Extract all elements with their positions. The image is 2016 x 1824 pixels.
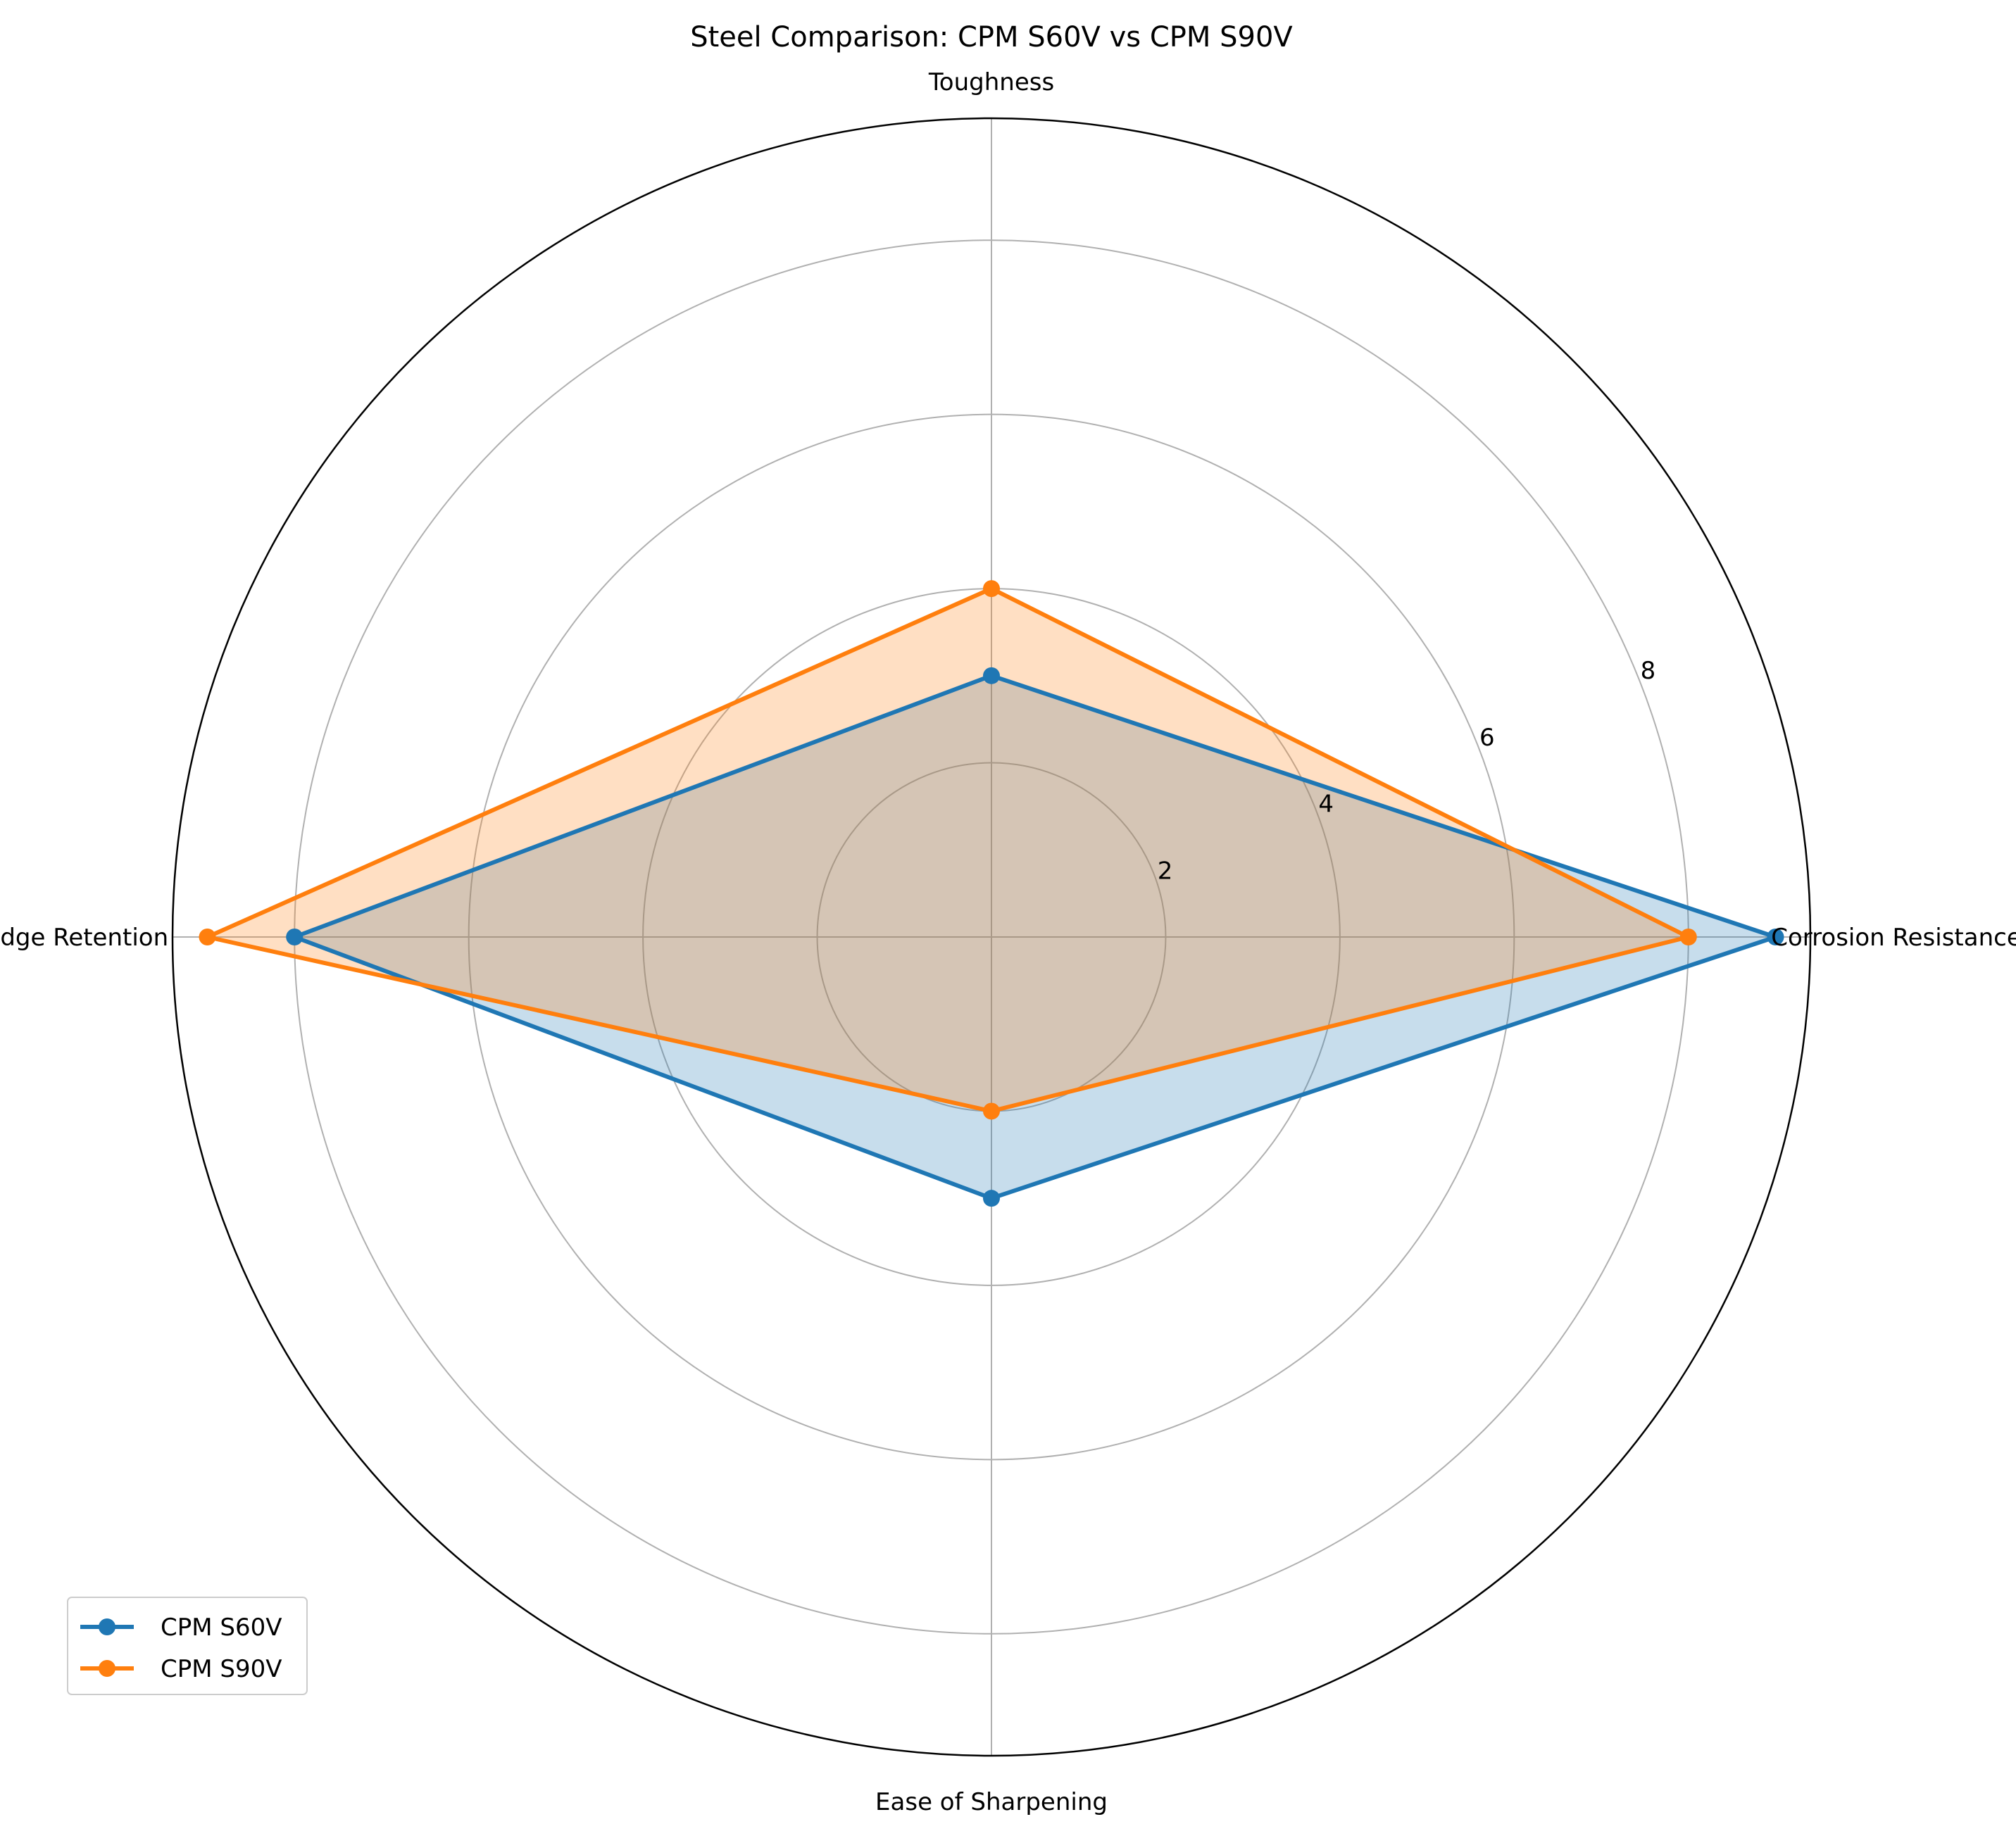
category-label-0: Corrosion Resistance xyxy=(1771,924,2016,952)
data-point-s1-0 xyxy=(1679,929,1697,945)
data-point-s0-1 xyxy=(983,667,1000,684)
data-point-s0-0 xyxy=(1767,929,1784,945)
legend: CPM S60V CPM S90V xyxy=(67,1597,308,1695)
data-point-s1-3 xyxy=(983,1102,1000,1120)
legend-marker-s60v xyxy=(99,1618,115,1635)
legend-label-s60v: CPM S60V xyxy=(161,1614,282,1642)
legend-label-s90v: CPM S90V xyxy=(161,1655,282,1683)
r-tick-label-2: 2 xyxy=(1158,857,1173,885)
category-label-2: Edge Retention xyxy=(0,924,168,952)
outer-frame xyxy=(171,117,1812,1757)
legend-marker-s90v xyxy=(99,1660,115,1677)
r-tick-label-4: 4 xyxy=(1318,791,1334,819)
data-point-s0-3 xyxy=(983,1190,1000,1207)
data-point-s0-2 xyxy=(286,929,303,945)
chart-title: Steel Comparison: CPM S60V vs CPM S90V xyxy=(690,21,1293,54)
series-fill-0 xyxy=(294,675,1776,1199)
data-point-s1-2 xyxy=(199,929,216,945)
category-label-3: Ease of Sharpening xyxy=(875,1788,1108,1816)
series-fill-1 xyxy=(207,589,1689,1112)
label-layer: 2 4 6 8 Corrosion Resistance Toughness Edge Re… xyxy=(0,68,2016,1816)
category-label-1: Toughness xyxy=(928,68,1054,96)
r-tick-label-8: 8 xyxy=(1641,657,1656,685)
r-tick-label-6: 6 xyxy=(1479,724,1495,752)
series-layer xyxy=(199,580,1784,1207)
data-point-s1-1 xyxy=(983,580,1000,598)
